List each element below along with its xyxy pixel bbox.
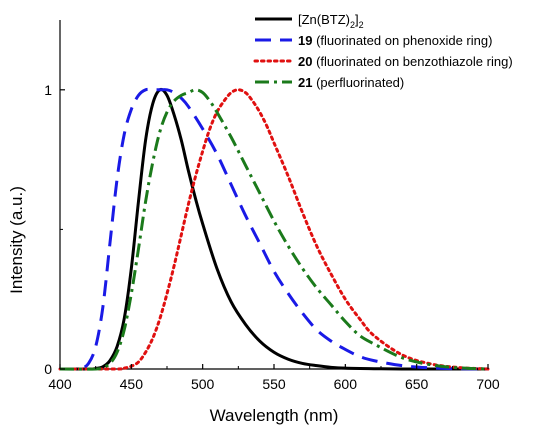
y-tick-label: 1 — [44, 82, 52, 98]
x-tick-label: 500 — [191, 376, 215, 392]
x-tick-label: 600 — [334, 376, 358, 392]
x-tick-label: 400 — [48, 376, 72, 392]
legend-label-part: 19 — [298, 33, 312, 48]
series-layer — [58, 87, 490, 371]
legend-label-4: 21 (perfluorinated) — [298, 75, 404, 90]
x-tick-label: 450 — [120, 376, 144, 392]
legend-label-part: (fluorinated on phenoxide ring) — [312, 33, 492, 48]
x-tick-label: 550 — [262, 376, 286, 392]
legend-label-part: 2 — [359, 20, 364, 30]
legend: [Zn(BTZ)2]219 (fluorinated on phenoxide … — [253, 12, 513, 90]
series-line-4 — [59, 88, 489, 371]
legend-label-part: 2 — [350, 20, 355, 30]
legend-label-part: [Zn(BTZ) — [298, 12, 350, 27]
x-axis-title: Wavelength (nm) — [210, 406, 339, 425]
x-tick-label: 650 — [405, 376, 429, 392]
legend-label-3: 20 (fluorinated on benzothiazole ring) — [298, 54, 513, 69]
x-tick-label: 700 — [476, 376, 500, 392]
legend-label-part: 21 — [298, 75, 312, 90]
legend-label-1: [Zn(BTZ)2]2 — [298, 12, 364, 30]
legend-label-2: 19 (fluorinated on phenoxide ring) — [298, 33, 492, 48]
legend-label-part: ] — [355, 12, 359, 27]
legend-label-part: 20 — [298, 54, 312, 69]
legend-label-part: (perfluorinated) — [312, 75, 404, 90]
series-line-3 — [58, 88, 490, 371]
series-line-2 — [59, 87, 489, 371]
y-axis-ticks: 01 — [44, 82, 65, 377]
y-axis-title: Intensity (a.u.) — [7, 186, 26, 294]
y-tick-label: 0 — [44, 361, 52, 377]
legend-label-part: (fluorinated on benzothiazole ring) — [312, 54, 512, 69]
x-axis-ticks: 400 450 500 550 600 650 700 — [48, 364, 500, 392]
series-line-1 — [59, 87, 488, 371]
